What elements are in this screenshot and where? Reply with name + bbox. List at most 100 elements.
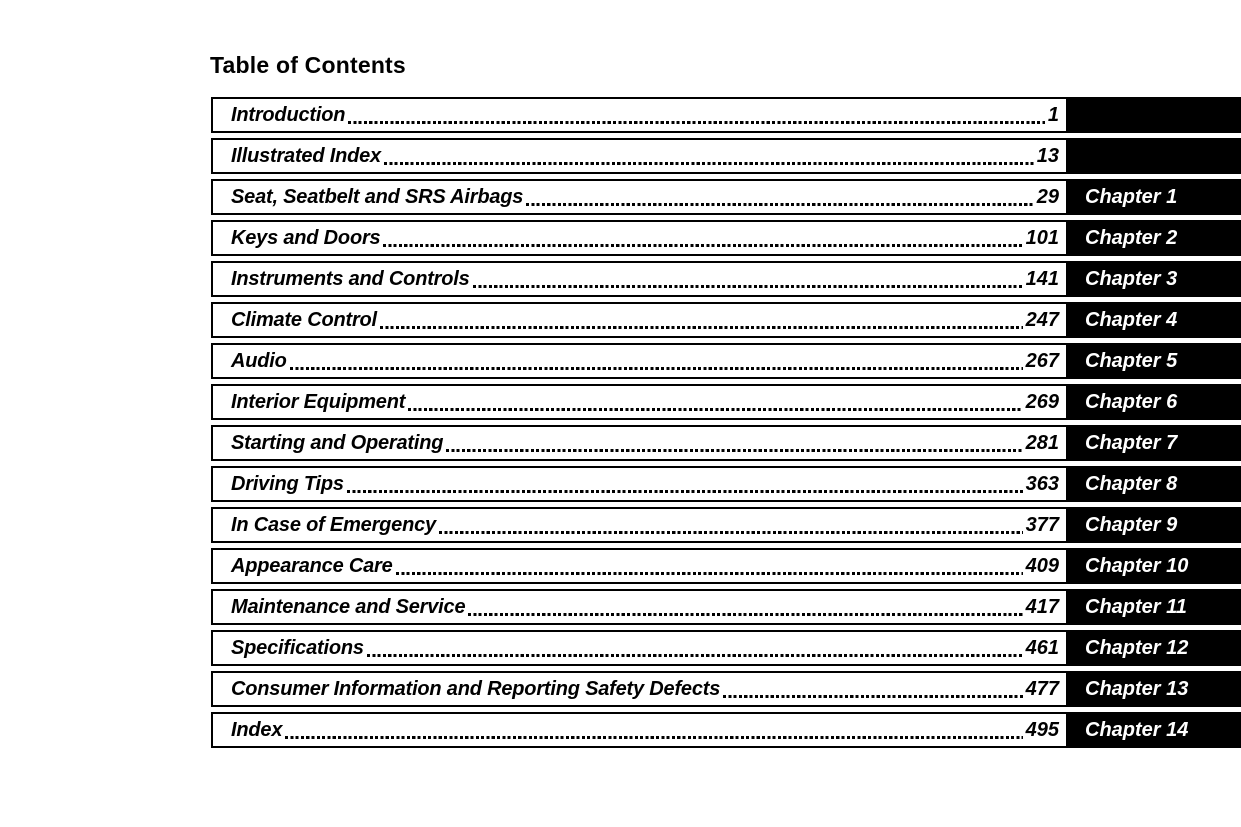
chapter-tab[interactable]: [1068, 97, 1241, 133]
dot-leader: [346, 468, 1023, 500]
toc-entry[interactable]: Instruments and Controls 141: [211, 261, 1068, 297]
dot-leader: [379, 304, 1023, 336]
entry-label: Climate Control: [231, 308, 377, 331]
entry-page-number: 29: [1036, 185, 1059, 208]
chapter-tab-label: Chapter 12: [1085, 636, 1189, 659]
toc-row: Appearance Care 409 Chapter 10: [211, 548, 1241, 584]
entry-page-number: 409: [1025, 554, 1059, 577]
entry-label: Audio: [231, 349, 287, 372]
toc-entry[interactable]: Specifications 461: [211, 630, 1068, 666]
toc-entry[interactable]: Introduction 1: [211, 97, 1068, 133]
toc-entry[interactable]: Driving Tips 363: [211, 466, 1068, 502]
chapter-tab[interactable]: Chapter 10: [1068, 548, 1241, 584]
dot-leader: [408, 386, 1024, 418]
chapter-tab[interactable]: Chapter 4: [1068, 302, 1241, 338]
dot-leader: [289, 345, 1023, 377]
entry-label: Consumer Information and Reporting Safet…: [231, 677, 721, 700]
dot-leader: [383, 140, 1034, 172]
chapter-tab[interactable]: Chapter 14: [1068, 712, 1241, 748]
chapter-tab-label: Chapter 2: [1085, 226, 1178, 249]
toc-row: Climate Control 247 Chapter 4: [211, 302, 1241, 338]
toc-row: Specifications 461 Chapter 12: [211, 630, 1241, 666]
toc-entry[interactable]: Consumer Information and Reporting Safet…: [211, 671, 1068, 707]
chapter-tab[interactable]: Chapter 11: [1068, 589, 1241, 625]
toc-entry[interactable]: Index 495: [211, 712, 1068, 748]
entry-label: Starting and Operating: [231, 431, 444, 454]
toc-entry[interactable]: Illustrated Index 13: [211, 138, 1068, 174]
entry-label: Seat, Seatbelt and SRS Airbags: [231, 185, 524, 208]
chapter-tab-label: Chapter 8: [1085, 472, 1178, 495]
entry-label: Index: [231, 718, 283, 741]
chapter-tab[interactable]: Chapter 3: [1068, 261, 1241, 297]
chapter-tab-label: Chapter 10: [1085, 554, 1189, 577]
entry-page-number: 267: [1025, 349, 1059, 372]
toc-row: Starting and Operating 281 Chapter 7: [211, 425, 1241, 461]
dot-leader: [383, 222, 1023, 254]
toc-row: Keys and Doors 101 Chapter 2: [211, 220, 1241, 256]
toc-entry[interactable]: Seat, Seatbelt and SRS Airbags 29: [211, 179, 1068, 215]
chapter-tab-label: Chapter 6: [1085, 390, 1178, 413]
toc-entry[interactable]: Keys and Doors 101: [211, 220, 1068, 256]
chapter-tab[interactable]: Chapter 7: [1068, 425, 1241, 461]
chapter-tab-label: Chapter 9: [1085, 513, 1178, 536]
chapter-tab-label: Chapter 5: [1085, 349, 1178, 372]
toc-row: Driving Tips 363 Chapter 8: [211, 466, 1241, 502]
entry-page-number: 377: [1025, 513, 1059, 536]
toc-row: Instruments and Controls 141 Chapter 3: [211, 261, 1241, 297]
chapter-tab[interactable]: Chapter 9: [1068, 507, 1241, 543]
dot-leader: [438, 509, 1023, 541]
toc-row: Index 495 Chapter 14: [211, 712, 1241, 748]
entry-page-number: 13: [1036, 144, 1059, 167]
chapter-tab[interactable]: [1068, 138, 1241, 174]
entry-label: Introduction: [231, 103, 346, 126]
entry-page-number: 477: [1025, 677, 1059, 700]
toc-entry[interactable]: Audio 267: [211, 343, 1068, 379]
entry-label: Appearance Care: [231, 554, 393, 577]
dot-leader: [285, 714, 1024, 746]
entry-label: Illustrated Index: [231, 144, 381, 167]
chapter-tab[interactable]: Chapter 12: [1068, 630, 1241, 666]
chapter-tab[interactable]: Chapter 13: [1068, 671, 1241, 707]
toc-entry[interactable]: Starting and Operating 281: [211, 425, 1068, 461]
toc-entry[interactable]: In Case of Emergency 377: [211, 507, 1068, 543]
toc-entry[interactable]: Climate Control 247: [211, 302, 1068, 338]
toc-row: Illustrated Index 13: [211, 138, 1241, 174]
entry-page-number: 1: [1047, 103, 1059, 126]
entry-label: Specifications: [231, 636, 364, 659]
entry-page-number: 363: [1025, 472, 1059, 495]
chapter-tab[interactable]: Chapter 6: [1068, 384, 1241, 420]
toc-row: Introduction 1: [211, 97, 1241, 133]
toc-row: In Case of Emergency 377 Chapter 9: [211, 507, 1241, 543]
dot-leader: [472, 263, 1023, 295]
chapter-tab-label: Chapter 3: [1085, 267, 1178, 290]
chapter-tab-label: Chapter 14: [1085, 718, 1189, 741]
entry-label: Driving Tips: [231, 472, 344, 495]
toc-row: Audio 267 Chapter 5: [211, 343, 1241, 379]
dot-leader: [446, 427, 1023, 459]
chapter-tab[interactable]: Chapter 5: [1068, 343, 1241, 379]
toc-entry[interactable]: Interior Equipment 269: [211, 384, 1068, 420]
chapter-tab[interactable]: Chapter 2: [1068, 220, 1241, 256]
dot-leader: [395, 550, 1023, 582]
toc-entry[interactable]: Appearance Care 409: [211, 548, 1068, 584]
chapter-tab-label: Chapter 11: [1085, 595, 1187, 618]
toc-row: Consumer Information and Reporting Safet…: [211, 671, 1241, 707]
dot-leader: [366, 632, 1023, 664]
toc-row: Seat, Seatbelt and SRS Airbags 29 Chapte…: [211, 179, 1241, 215]
dot-leader: [468, 591, 1023, 623]
entry-label: In Case of Emergency: [231, 513, 436, 536]
toc-entry[interactable]: Maintenance and Service 417: [211, 589, 1068, 625]
chapter-tab[interactable]: Chapter 1: [1068, 179, 1241, 215]
entry-label: Instruments and Controls: [231, 267, 470, 290]
entry-label: Interior Equipment: [231, 390, 406, 413]
entry-page-number: 101: [1025, 226, 1059, 249]
entry-page-number: 247: [1025, 308, 1059, 331]
page-title: Table of Contents: [210, 52, 406, 78]
chapter-tab-label: Chapter 4: [1085, 308, 1178, 331]
chapter-tab-label: Chapter 13: [1085, 677, 1189, 700]
toc-row: Interior Equipment 269 Chapter 6: [211, 384, 1241, 420]
chapter-tab-label: Chapter 7: [1085, 431, 1178, 454]
chapter-tab[interactable]: Chapter 8: [1068, 466, 1241, 502]
entry-page-number: 281: [1025, 431, 1059, 454]
dot-leader: [723, 673, 1024, 705]
